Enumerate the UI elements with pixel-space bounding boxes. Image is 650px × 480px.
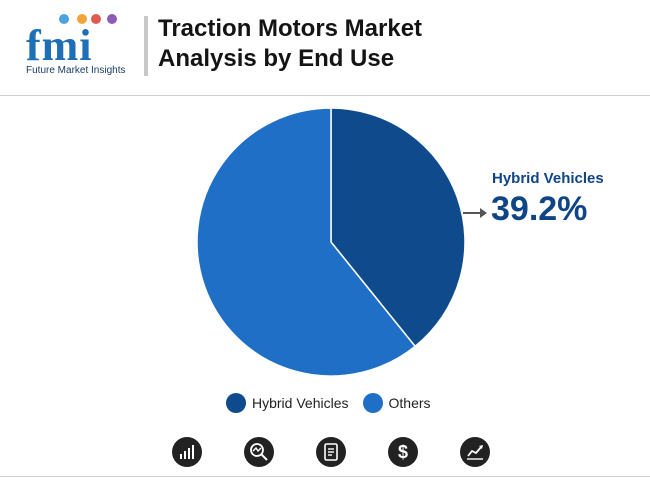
callout-value: 39.2% [491, 190, 588, 228]
bar-chart-icon [172, 437, 202, 467]
legend-swatch-hybrid [226, 393, 246, 413]
legend-item-hybrid: Hybrid Vehicles [226, 393, 349, 413]
legend-label-hybrid: Hybrid Vehicles [252, 395, 349, 411]
legend-label-others: Others [388, 395, 431, 411]
logo-dots-icon [59, 14, 117, 24]
fmi-logo: fmi Future Market Insights [22, 10, 140, 80]
pie-slice-others [196, 107, 417, 377]
magnifier-chart-icon [244, 437, 274, 467]
logo-subtext: Future Market Insights [26, 65, 126, 76]
callout-label: Hybrid Vehicles [492, 170, 604, 187]
title-line-1: Traction Motors Market [158, 15, 423, 42]
footer-divider [0, 476, 650, 477]
page-title: Traction Motors Market Analysis by End U… [158, 14, 422, 74]
title-line-2: Analysis by End Use [158, 45, 395, 72]
legend-item-others: Others [362, 393, 431, 413]
logo-wordmark: fmi [26, 21, 93, 70]
footer-icon-row: $ [172, 437, 490, 467]
line-chart-icon [460, 437, 490, 467]
callout-arrow-icon [463, 208, 487, 218]
legend-swatch-others [362, 393, 383, 413]
pie-chart [196, 107, 466, 377]
chart-legend: Hybrid Vehicles Others [226, 392, 445, 414]
title-accent-bar [144, 16, 148, 76]
dollar-icon: $ [388, 437, 418, 467]
header-divider [0, 95, 650, 96]
header: fmi Future Market Insights Traction Moto… [0, 0, 650, 95]
pie-slice-hybrid-vehicles [330, 107, 466, 348]
svg-text:$: $ [398, 442, 408, 462]
document-icon [316, 437, 346, 467]
